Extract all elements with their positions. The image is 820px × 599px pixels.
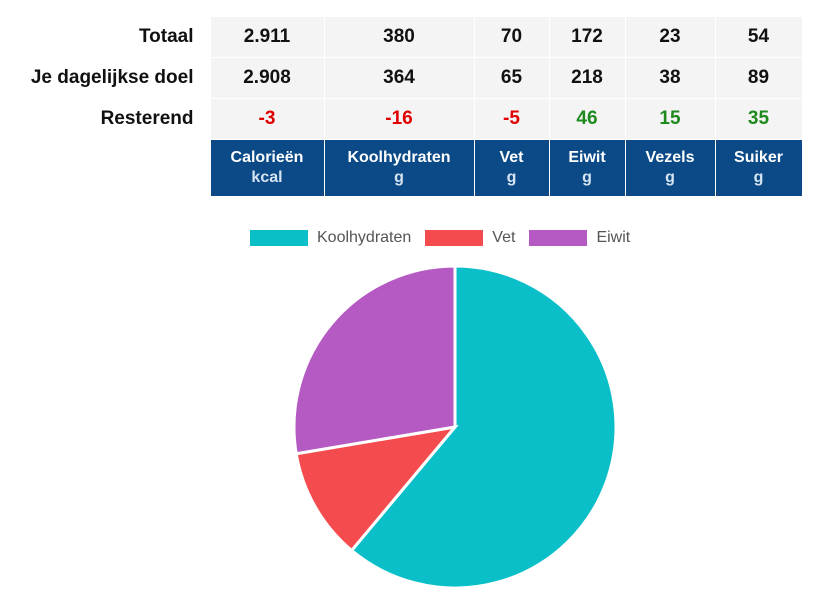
row-label-goal: Je dagelijkse doel [0, 57, 210, 99]
table-row-remaining: Resterend -3 -16 -5 46 15 35 [0, 98, 802, 140]
row-label-remaining: Resterend [0, 98, 210, 140]
column-name: Eiwit [568, 149, 606, 166]
table-header-row: Calorieën kcal Koolhydraten g Vet g Eiwi… [0, 139, 802, 196]
legend-item-koolhydraten[interactable]: Koolhydraten [250, 229, 411, 247]
cell-remaining-carbs: -16 [323, 98, 474, 140]
nutrition-table: Totaal 2.911 380 70 172 23 54 Je dagelij… [0, 17, 802, 196]
column-unit: g [753, 169, 764, 186]
cell-goal-fiber: 38 [624, 57, 715, 99]
legend-label: Koolhydraten [317, 229, 412, 246]
column-unit: kcal [251, 169, 283, 186]
column-unit: g [582, 169, 592, 186]
chart-legend: Koolhydraten Vet Eiwit [250, 229, 644, 247]
cell-goal-carbs: 364 [323, 57, 474, 99]
cell-total-calories: 2.911 [209, 17, 324, 58]
table-row-total: Totaal 2.911 380 70 172 23 54 [0, 17, 802, 58]
cell-remaining-fat: -5 [473, 98, 549, 140]
cell-remaining-protein: 46 [548, 98, 625, 140]
cell-total-protein: 172 [548, 17, 625, 58]
pie-slice-koolhydraten[interactable] [349, 264, 618, 590]
cell-total-fat: 70 [473, 17, 549, 58]
pie-slice-vet[interactable] [294, 424, 459, 553]
column-unit: g [394, 169, 404, 186]
legend-label: Vet [492, 229, 516, 246]
column-name: Calorieën [230, 149, 304, 166]
cell-goal-calories: 2.908 [209, 57, 324, 99]
header-spacer [0, 139, 210, 196]
cell-remaining-sugar: 35 [714, 98, 802, 140]
column-header-carbs: Koolhydraten g [323, 139, 474, 196]
column-header-calories: Calorieën kcal [209, 139, 324, 196]
row-label-total: Totaal [0, 17, 210, 58]
legend-item-vet[interactable]: Vet [425, 229, 515, 247]
legend-swatch [529, 230, 588, 246]
column-header-protein: Eiwit g [548, 139, 625, 196]
column-unit: g [506, 169, 517, 186]
cell-total-fiber: 23 [624, 17, 715, 58]
cell-remaining-fiber: 15 [624, 98, 715, 140]
pie-slice-eiwit[interactable] [292, 264, 457, 456]
cell-remaining-calories: -3 [209, 98, 324, 140]
cell-goal-protein: 218 [548, 57, 625, 99]
column-header-fiber: Vezels g [624, 139, 715, 196]
cell-goal-fat: 65 [473, 57, 549, 99]
legend-swatch [425, 230, 484, 246]
cell-total-carbs: 380 [323, 17, 474, 58]
legend-label: Eiwit [596, 229, 631, 246]
column-name: Suiker [734, 149, 783, 166]
cell-goal-sugar: 89 [714, 57, 802, 99]
column-name: Vet [499, 149, 524, 166]
column-header-fat: Vet g [473, 139, 549, 196]
cell-total-sugar: 54 [714, 17, 802, 58]
legend-item-eiwit[interactable]: Eiwit [529, 229, 630, 247]
legend-swatch [250, 230, 308, 246]
column-header-sugar: Suiker g [714, 139, 802, 196]
column-unit: g [665, 169, 675, 186]
table-row-goal: Je dagelijkse doel 2.908 364 65 218 38 8… [0, 57, 802, 99]
column-name: Vezels [645, 149, 695, 166]
column-name: Koolhydraten [347, 149, 451, 166]
